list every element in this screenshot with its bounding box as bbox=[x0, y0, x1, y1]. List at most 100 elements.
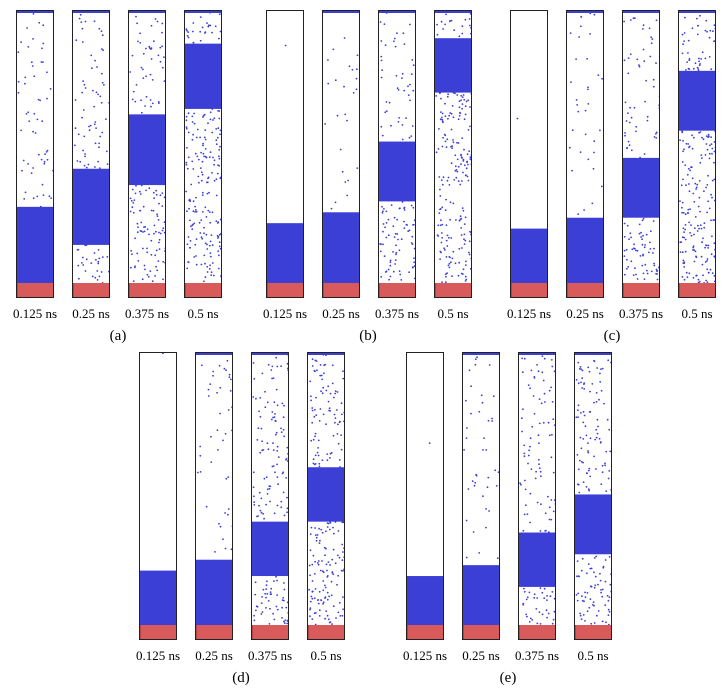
panel-d: 0.125 ns 0.25 ns 0.375 ns 0.5 ns (d) bbox=[136, 352, 345, 688]
substrate-layer bbox=[323, 283, 359, 297]
substrate-layer bbox=[575, 625, 611, 639]
simulation-box bbox=[72, 10, 110, 298]
time-label: 0.375 ns bbox=[124, 306, 170, 321]
substrate-layer bbox=[407, 625, 443, 639]
simulation-box bbox=[184, 10, 222, 298]
time-label: 0.25 ns bbox=[462, 648, 500, 663]
dense-particle-layer bbox=[140, 570, 176, 625]
time-label: 0.125 ns bbox=[12, 306, 58, 321]
dense-particle-layer bbox=[519, 532, 555, 587]
panel-a: 0.125 ns 0.25 ns 0.375 ns 0.5 ns (a) bbox=[13, 10, 222, 346]
time-label: 0.25 ns bbox=[195, 648, 233, 663]
simulation-box bbox=[678, 10, 716, 298]
time-label: 0.125 ns bbox=[262, 306, 308, 321]
dense-particle-layer bbox=[435, 38, 471, 93]
time-label: 0.125 ns bbox=[402, 648, 448, 663]
particle-field bbox=[129, 11, 165, 283]
dense-particle-layer bbox=[323, 212, 359, 283]
particle-field bbox=[679, 11, 715, 283]
particle-field bbox=[323, 11, 359, 283]
panel-label: (d) bbox=[232, 670, 250, 686]
substrate-layer bbox=[308, 625, 344, 639]
substrate-layer bbox=[379, 283, 415, 297]
time-label: 0.375 ns bbox=[618, 306, 664, 321]
substrate-layer bbox=[435, 283, 471, 297]
particle-field bbox=[252, 353, 288, 625]
substrate-layer bbox=[17, 283, 53, 297]
dense-particle-layer bbox=[267, 223, 303, 283]
simulation-box bbox=[266, 10, 304, 298]
dense-particle-layer bbox=[679, 70, 715, 131]
time-label: 0.5 ns bbox=[437, 306, 469, 321]
time-label: 0.5 ns bbox=[577, 648, 609, 663]
substrate-layer bbox=[519, 625, 555, 639]
simulation-box bbox=[434, 10, 472, 298]
panel-label: (e) bbox=[499, 670, 517, 686]
particle-field bbox=[623, 11, 659, 281]
panel-label: (a) bbox=[109, 328, 127, 344]
simulation-box bbox=[378, 10, 416, 298]
simulation-box bbox=[406, 352, 444, 640]
panel-e: 0.125 ns 0.25 ns 0.375 ns 0.5 ns (e) bbox=[403, 352, 612, 688]
substrate-layer bbox=[73, 283, 109, 297]
dense-particle-layer bbox=[185, 43, 221, 109]
particle-field bbox=[140, 353, 176, 625]
simulation-box bbox=[510, 10, 548, 298]
dense-particle-layer bbox=[129, 114, 165, 186]
substrate-layer bbox=[252, 625, 288, 639]
dense-particle-layer bbox=[196, 559, 232, 625]
simulation-box bbox=[16, 10, 54, 298]
substrate-layer bbox=[140, 625, 176, 639]
panel-label: (b) bbox=[359, 328, 377, 344]
particle-field bbox=[511, 117, 547, 283]
simulation-box bbox=[566, 10, 604, 298]
simulation-box bbox=[251, 352, 289, 640]
particle-field bbox=[379, 11, 415, 281]
dense-particle-layer bbox=[17, 206, 53, 283]
time-label: 0.125 ns bbox=[506, 306, 552, 321]
substrate-layer bbox=[185, 283, 221, 297]
dense-particle-layer bbox=[252, 521, 288, 577]
dense-particle-layer bbox=[511, 228, 547, 283]
particle-field bbox=[308, 353, 344, 625]
time-label: 0.5 ns bbox=[310, 648, 342, 663]
simulation-box bbox=[128, 10, 166, 298]
dense-particle-layer bbox=[623, 157, 659, 218]
particle-field bbox=[435, 11, 471, 283]
particle-field bbox=[567, 11, 603, 283]
simulation-box bbox=[307, 352, 345, 640]
particle-field bbox=[73, 11, 109, 283]
substrate-layer bbox=[679, 283, 715, 297]
time-label: 0.375 ns bbox=[514, 648, 560, 663]
substrate-layer bbox=[511, 283, 547, 297]
simulation-box bbox=[462, 352, 500, 640]
particle-field bbox=[407, 442, 443, 625]
particle-field bbox=[463, 353, 499, 625]
particle-field bbox=[575, 353, 611, 625]
substrate-layer bbox=[623, 283, 659, 297]
panel-c: 0.125 ns 0.25 ns 0.375 ns 0.5 ns (c) bbox=[507, 10, 716, 346]
time-label: 0.5 ns bbox=[187, 306, 219, 321]
substrate-layer bbox=[567, 283, 603, 297]
dense-particle-layer bbox=[308, 467, 344, 522]
substrate-layer bbox=[129, 283, 165, 297]
particle-field bbox=[196, 353, 232, 625]
simulation-box bbox=[195, 352, 233, 640]
time-label: 0.25 ns bbox=[72, 306, 110, 321]
substrate-layer bbox=[463, 625, 499, 639]
particle-field bbox=[185, 11, 221, 283]
particle-field bbox=[267, 44, 303, 283]
panel-b: 0.125 ns 0.25 ns 0.375 ns 0.5 ns (b) bbox=[263, 10, 472, 346]
dense-particle-layer bbox=[575, 494, 611, 555]
simulation-box bbox=[322, 10, 360, 298]
panel-label: (c) bbox=[603, 328, 621, 344]
substrate-layer bbox=[267, 283, 303, 297]
simulation-box bbox=[139, 352, 177, 640]
dense-particle-layer bbox=[407, 576, 443, 625]
simulation-box bbox=[622, 10, 660, 298]
simulation-box bbox=[518, 352, 556, 640]
simulation-box bbox=[574, 352, 612, 640]
time-label: 0.375 ns bbox=[374, 306, 420, 321]
particle-field bbox=[519, 353, 555, 625]
